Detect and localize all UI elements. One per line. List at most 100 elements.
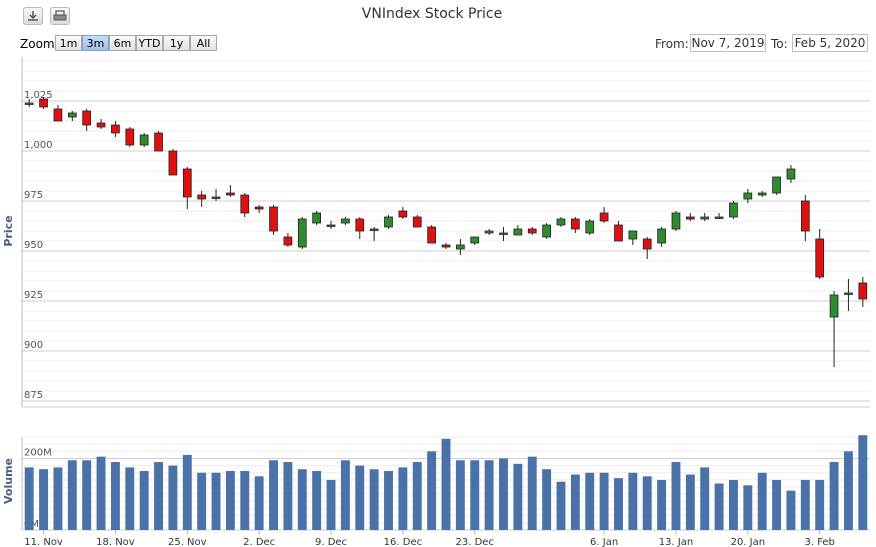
- volume-bar: [542, 469, 552, 530]
- volume-bar: [269, 460, 278, 530]
- candle-body: [513, 228, 523, 236]
- zoom-1y-button[interactable]: 1y: [163, 35, 190, 51]
- candle-body: [326, 224, 336, 227]
- candle: [154, 131, 163, 152]
- candle-body: [786, 168, 796, 180]
- x-tick-label: 13. Jan: [659, 537, 694, 547]
- volume-bar: [815, 479, 825, 530]
- candle: [67, 111, 77, 121]
- candle: [111, 121, 120, 137]
- candle: [628, 230, 638, 245]
- zoom-6m-button[interactable]: 6m: [109, 35, 136, 51]
- candle-body: [24, 102, 34, 105]
- candle-body: [240, 194, 250, 214]
- x-tick-label: 9. Dec: [315, 537, 347, 547]
- volume-bar: [326, 479, 336, 530]
- candle-body: [556, 218, 566, 226]
- zoom-ytd-button[interactable]: YTD: [136, 35, 163, 51]
- candle-body: [729, 202, 738, 218]
- candle-body: [456, 244, 465, 250]
- candle: [614, 221, 623, 242]
- x-tick-label: 23. Dec: [456, 537, 494, 547]
- candle-body: [642, 238, 652, 250]
- candle-body: [297, 218, 307, 248]
- candle: [456, 239, 465, 255]
- candle-body: [427, 226, 436, 244]
- candle: [269, 205, 278, 235]
- candle: [499, 227, 508, 241]
- volume-tick-label: 200M: [24, 447, 52, 458]
- candle: [542, 223, 551, 239]
- download-button[interactable]: [23, 7, 43, 25]
- candle-body: [369, 228, 379, 231]
- zoom-label: Zoom: [20, 37, 55, 51]
- candle: [369, 227, 379, 241]
- range-to-label: To:: [771, 37, 788, 51]
- volume-bar: [441, 438, 451, 530]
- candle-body: [484, 230, 494, 234]
- candles: [24, 97, 868, 367]
- candle-body: [858, 282, 868, 300]
- candle-body: [815, 238, 825, 278]
- volume-bar: [556, 481, 566, 530]
- candle: [312, 211, 321, 225]
- candle-body: [714, 216, 724, 219]
- volume-bar: [757, 472, 767, 530]
- candle-body: [96, 122, 106, 128]
- candle-body: [571, 218, 580, 230]
- price-tick-labels: 1,025 1,000 975 950 925 900 875: [24, 90, 53, 401]
- x-tick-label: 2. Dec: [243, 537, 275, 547]
- candle-body: [111, 124, 120, 134]
- volume-bar: [685, 474, 695, 530]
- volume-bar: [369, 469, 379, 530]
- candle: [24, 99, 34, 107]
- candle: [700, 213, 710, 221]
- candle-body: [441, 244, 451, 248]
- candle: [96, 119, 106, 129]
- candle-body: [844, 292, 853, 295]
- candle-body: [657, 228, 666, 244]
- candle-body: [139, 134, 149, 146]
- zoom-1m-button[interactable]: 1m: [55, 35, 82, 51]
- volume-bar: [513, 463, 523, 530]
- candle: [168, 149, 178, 176]
- candle: [829, 291, 839, 367]
- x-tick-labels: 11. Nov 18. Nov 25. Nov 2. Dec 9. Dec 16. Dec…: [24, 530, 835, 547]
- volume-bar: [455, 460, 465, 530]
- volume-bar: [168, 465, 178, 530]
- print-button[interactable]: [50, 7, 70, 25]
- candle: [800, 195, 810, 241]
- zoom-3m-button[interactable]: 3m: [82, 35, 109, 51]
- candle-body: [254, 206, 264, 210]
- volume-bar: [53, 467, 63, 530]
- volume-bar: [398, 467, 408, 530]
- candle-body: [53, 108, 63, 122]
- volume-axis-title: Volume: [2, 458, 15, 504]
- candle: [757, 191, 767, 197]
- candle-body: [412, 216, 422, 228]
- candle-body: [772, 176, 781, 194]
- volume-bar: [642, 476, 652, 530]
- zoom-all-button[interactable]: All: [190, 35, 217, 51]
- candle: [53, 105, 63, 122]
- price-tick-label: 950: [24, 240, 43, 251]
- candle-body: [398, 210, 408, 218]
- candle-body: [700, 216, 710, 220]
- volume-bar: [182, 454, 192, 530]
- price-tick-label: 1,000: [24, 140, 53, 151]
- candle-body: [800, 200, 810, 232]
- range-from-input[interactable]: Nov 7, 2019: [690, 34, 766, 52]
- price-tick-label: 925: [24, 290, 43, 301]
- candle: [427, 225, 436, 244]
- candle-body: [671, 212, 681, 230]
- volume-bar: [340, 460, 350, 530]
- candle-body: [384, 216, 393, 228]
- volume-bar: [772, 479, 782, 530]
- range-to-input[interactable]: Feb 5, 2020: [792, 34, 868, 52]
- candle-body: [614, 224, 623, 242]
- candle-body: [585, 220, 595, 234]
- volume-bar: [614, 478, 623, 530]
- candle-body: [312, 212, 321, 224]
- volume-bar: [657, 479, 667, 530]
